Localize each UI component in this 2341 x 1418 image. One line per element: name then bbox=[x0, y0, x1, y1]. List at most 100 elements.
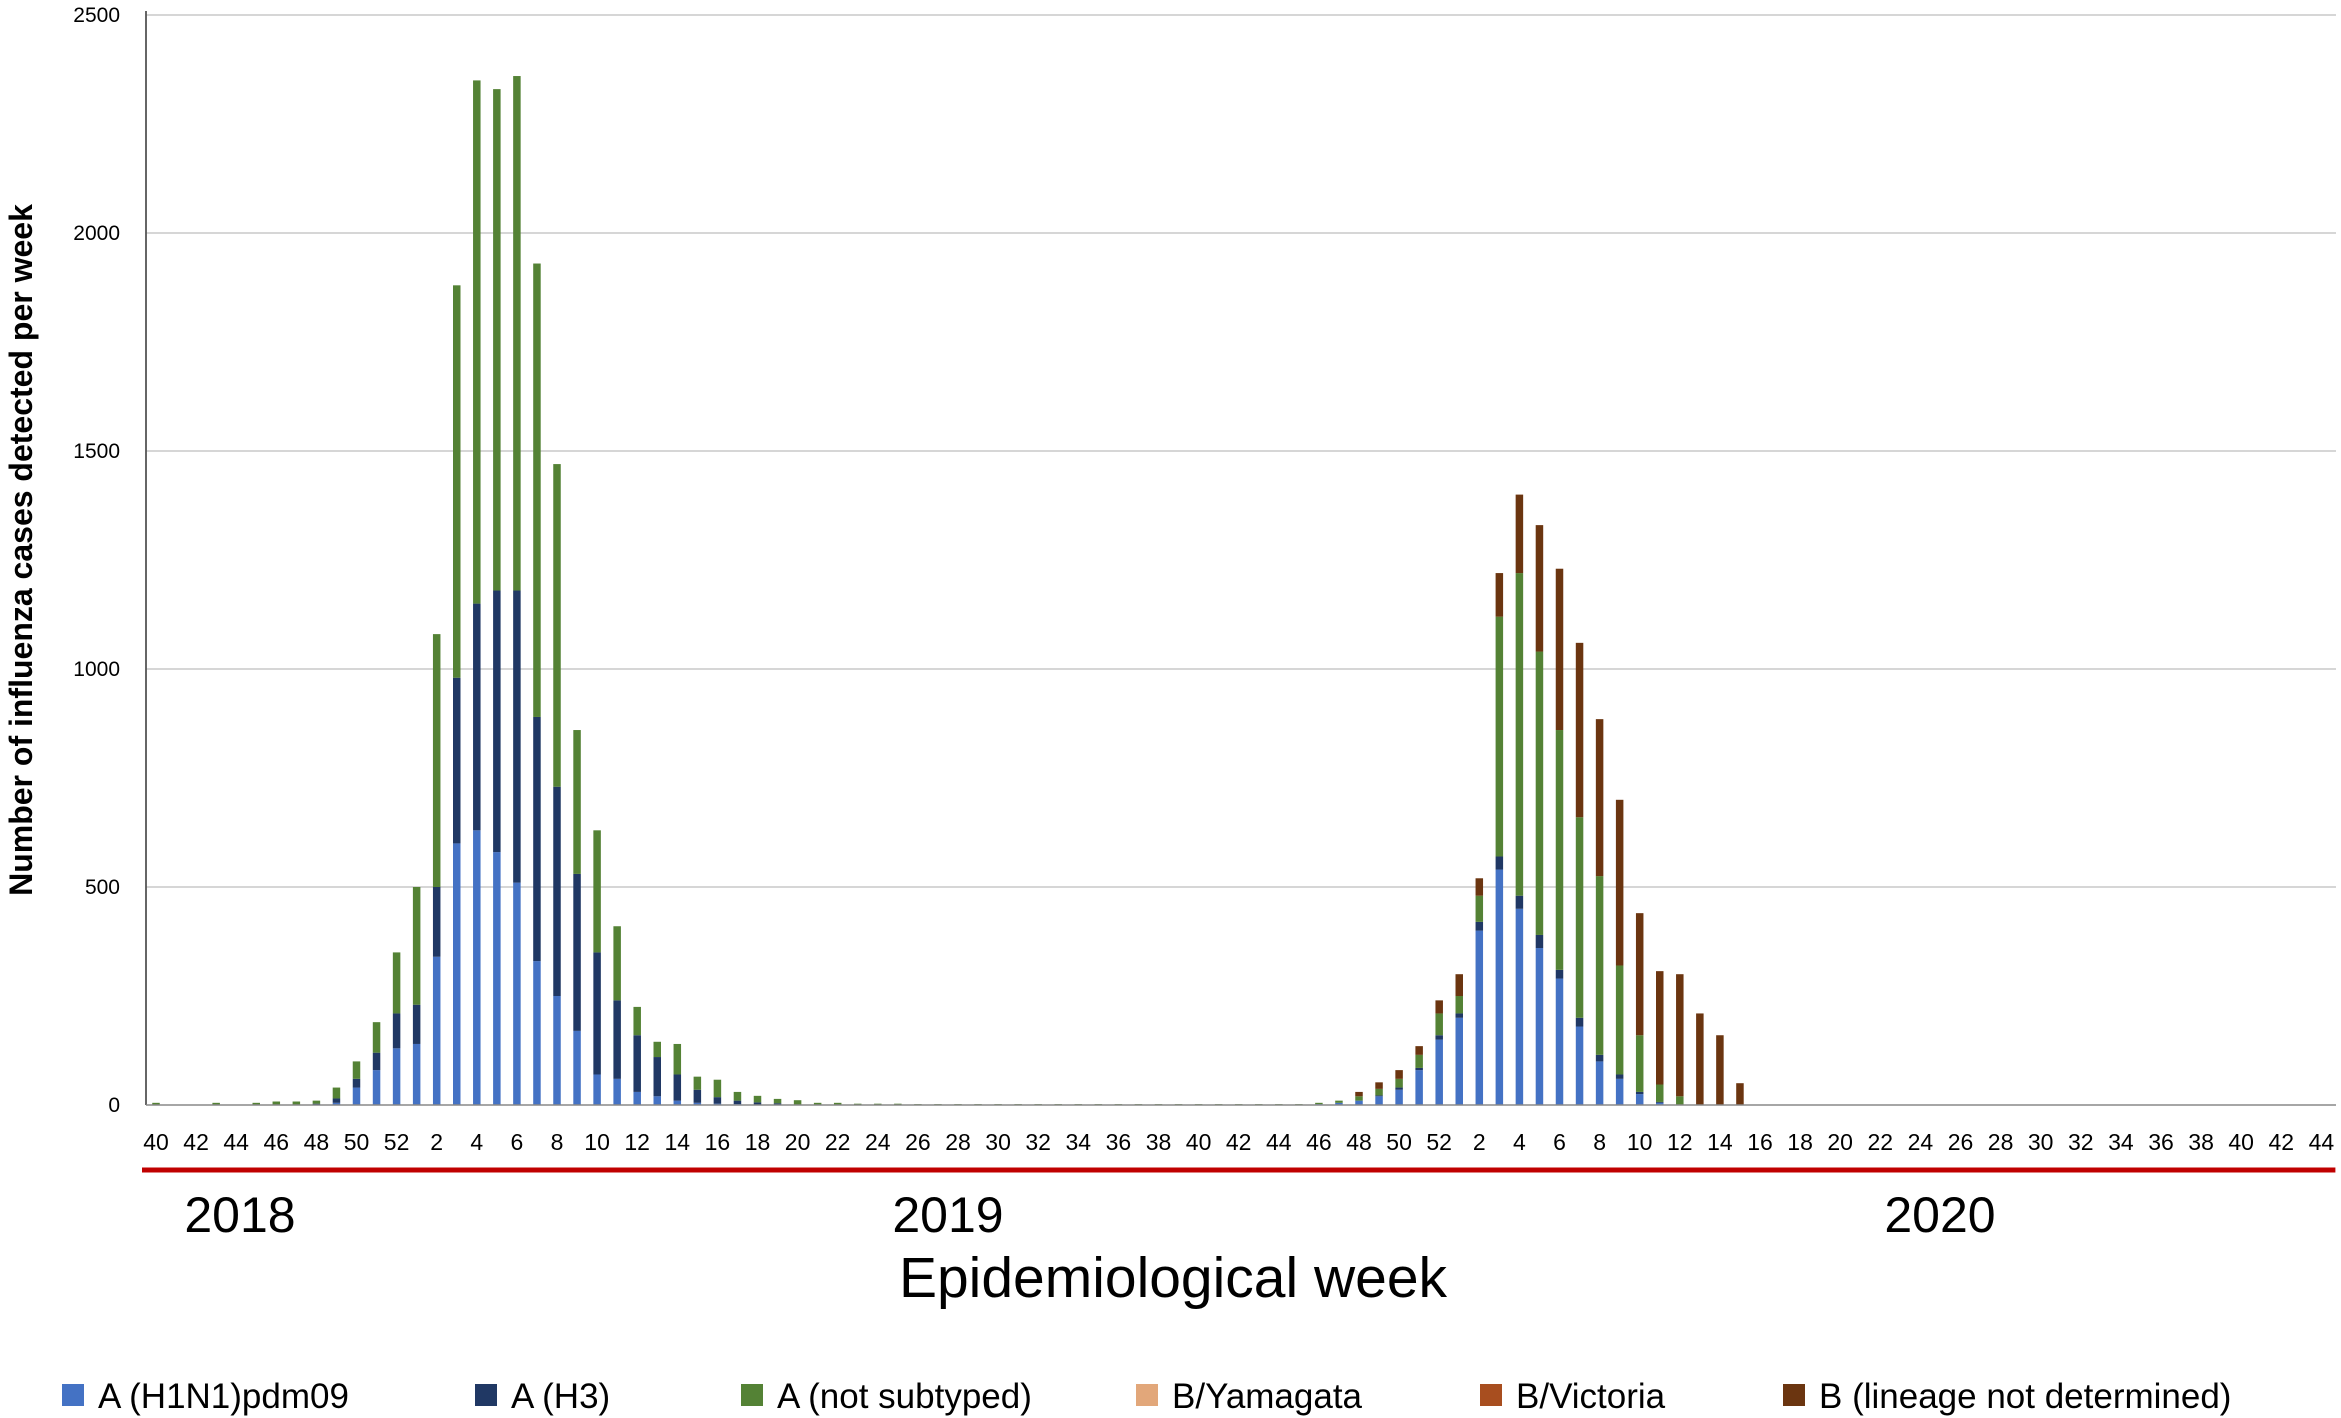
bar-segment bbox=[1315, 1102, 1323, 1105]
x-tick-label: 44 bbox=[2309, 1129, 2335, 1155]
year-label: 2019 bbox=[892, 1187, 1003, 1243]
bar-segment bbox=[613, 926, 621, 1001]
bar-stack bbox=[653, 1041, 661, 1105]
bar-segment bbox=[513, 882, 521, 1105]
bar-segment bbox=[573, 873, 581, 1031]
year-label: 2020 bbox=[1884, 1187, 1995, 1243]
bar-segment bbox=[513, 76, 521, 591]
x-tick-label: 48 bbox=[304, 1129, 330, 1155]
legend-swatch bbox=[1480, 1384, 1502, 1406]
x-tick-label: 6 bbox=[1553, 1129, 1566, 1155]
y-tick-label: 1500 bbox=[73, 440, 120, 463]
bar-segment bbox=[693, 1076, 702, 1090]
bar-segment bbox=[272, 1101, 281, 1105]
bar-segment bbox=[553, 996, 561, 1105]
x-tick-label: 2 bbox=[430, 1129, 443, 1155]
bar-segment bbox=[332, 1087, 341, 1099]
bar-segment bbox=[453, 843, 461, 1105]
bar-segment bbox=[1495, 573, 1504, 617]
bar-stack bbox=[1555, 568, 1564, 1105]
bar-segment bbox=[1375, 1082, 1383, 1089]
bar-segment bbox=[1435, 1000, 1443, 1014]
bar-stack bbox=[1415, 1046, 1423, 1105]
bar-stacks bbox=[152, 76, 1744, 1106]
bar-segment bbox=[1535, 948, 1544, 1105]
bar-segment bbox=[1615, 1078, 1624, 1105]
x-tick-label: 28 bbox=[945, 1129, 971, 1155]
bar-segment bbox=[1475, 930, 1484, 1105]
bar-segment bbox=[352, 1078, 361, 1088]
bar-segment bbox=[352, 1087, 361, 1105]
y-tick-label: 0 bbox=[108, 1094, 120, 1117]
bar-segment bbox=[1535, 525, 1544, 652]
bar-segment bbox=[1635, 913, 1644, 1036]
x-tick-label: 14 bbox=[1707, 1129, 1733, 1155]
bar-segment bbox=[432, 887, 441, 957]
bar-segment bbox=[533, 961, 541, 1105]
year-label: 2018 bbox=[184, 1187, 295, 1243]
bar-segment bbox=[1535, 651, 1544, 935]
x-tick-label: 40 bbox=[1186, 1129, 1212, 1155]
bar-segment bbox=[493, 590, 501, 853]
bar-stack bbox=[553, 464, 561, 1105]
x-tick-label: 32 bbox=[2068, 1129, 2094, 1155]
bar-segment bbox=[1575, 817, 1584, 1018]
bar-stack bbox=[493, 89, 501, 1105]
x-tick-label: 6 bbox=[511, 1129, 524, 1155]
bar-segment bbox=[1495, 616, 1504, 857]
bar-stack bbox=[1535, 525, 1544, 1105]
bar-segment bbox=[1656, 971, 1664, 1085]
bar-segment bbox=[292, 1101, 301, 1105]
bar-stack bbox=[473, 80, 481, 1105]
bar-segment bbox=[1495, 856, 1504, 870]
bar-segment bbox=[1736, 1083, 1744, 1105]
bar-segment bbox=[1495, 869, 1504, 1105]
x-tick-label: 4 bbox=[470, 1129, 483, 1155]
bar-segment bbox=[1375, 1096, 1383, 1105]
bar-segment bbox=[573, 730, 581, 874]
bar-segment bbox=[252, 1102, 260, 1105]
x-tick-label: 18 bbox=[1787, 1129, 1813, 1155]
x-tick-label: 24 bbox=[1908, 1129, 1934, 1155]
x-tick-label: 16 bbox=[1747, 1129, 1773, 1155]
bar-stack bbox=[372, 1022, 381, 1105]
bar-segment bbox=[412, 887, 421, 1005]
bar-stack bbox=[1656, 971, 1664, 1105]
bar-segment bbox=[1635, 1094, 1644, 1105]
bar-segment bbox=[1395, 1087, 1403, 1090]
bar-segment bbox=[1515, 494, 1524, 574]
bar-segment bbox=[713, 1079, 722, 1098]
x-tick-label: 38 bbox=[2188, 1129, 2214, 1155]
bar-segment bbox=[1515, 573, 1524, 896]
bar-segment bbox=[1615, 799, 1624, 966]
bar-stack bbox=[453, 285, 461, 1105]
x-tick-label: 52 bbox=[384, 1129, 410, 1155]
bar-segment bbox=[1575, 1017, 1584, 1027]
bar-stack bbox=[1615, 799, 1624, 1105]
bar-stack bbox=[332, 1087, 341, 1105]
bar-segment bbox=[473, 80, 481, 604]
bar-segment bbox=[1455, 1013, 1463, 1018]
x-tick-label: 12 bbox=[1667, 1129, 1693, 1155]
bar-segment bbox=[1475, 878, 1484, 896]
bar-segment bbox=[1435, 1035, 1443, 1040]
bar-segment bbox=[1575, 642, 1584, 818]
y-tick-label: 500 bbox=[85, 876, 120, 899]
x-tick-label: 10 bbox=[1627, 1129, 1653, 1155]
bar-segment bbox=[833, 1102, 842, 1105]
legend-swatch bbox=[1783, 1384, 1805, 1406]
bar-segment bbox=[713, 1097, 722, 1104]
bar-segment bbox=[1595, 1054, 1604, 1062]
bar-stack bbox=[613, 926, 621, 1105]
legend-swatch bbox=[475, 1384, 497, 1406]
bar-stack bbox=[1635, 913, 1644, 1105]
x-tick-label: 42 bbox=[1226, 1129, 1252, 1155]
bar-stack bbox=[1696, 1013, 1704, 1105]
x-tick-label: 34 bbox=[2108, 1129, 2134, 1155]
bar-segment bbox=[653, 1096, 661, 1105]
bar-segment bbox=[1335, 1100, 1343, 1103]
bar-segment bbox=[573, 1030, 581, 1105]
legend-label: B/Victoria bbox=[1516, 1377, 1666, 1416]
bar-segment bbox=[392, 952, 401, 1014]
x-tick-label: 10 bbox=[584, 1129, 610, 1155]
